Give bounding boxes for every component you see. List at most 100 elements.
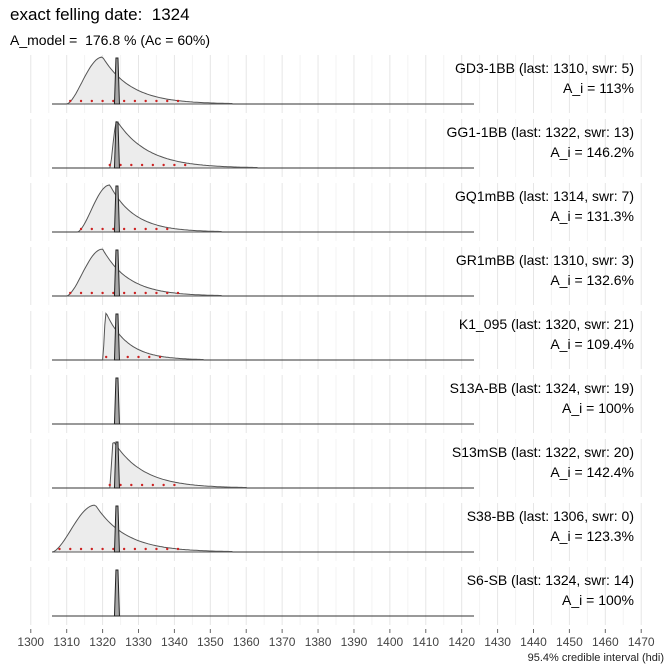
x-tick-label: 1310 — [53, 635, 80, 649]
density-curve — [77, 184, 222, 233]
panel-label: GQ1mBB (last: 1314, swr: 7) — [455, 188, 634, 204]
hdi-dot — [90, 547, 94, 551]
hdi-dot — [140, 163, 144, 167]
hdi-dot — [155, 227, 158, 231]
hdi-dot — [155, 291, 158, 295]
panel-agreement: A_i = 123.3% — [550, 528, 634, 544]
x-tick-label: 1470 — [628, 635, 655, 649]
x-tick-label: 1440 — [520, 635, 547, 649]
panel-agreement: A_i = 100% — [562, 592, 634, 608]
panel-agreement: A_i = 113% — [563, 80, 634, 96]
x-tick-label: 1420 — [448, 635, 475, 649]
hdi-dot — [112, 547, 115, 551]
hdi-dot — [112, 227, 115, 231]
panel-agreement: A_i = 142.4% — [550, 464, 634, 480]
hdi-dot — [173, 483, 176, 487]
panel-label: GG1-1BB (last: 1322, swr: 13) — [446, 124, 634, 140]
hdi-dot — [166, 547, 169, 551]
panel-label: S6-SB (last: 1324, swr: 14) — [467, 572, 634, 588]
felling-date-spike — [113, 57, 120, 105]
hdi-dot — [144, 547, 147, 551]
hdi-dot — [122, 291, 126, 295]
chart-subtitle: A_model = 176.8 % (Ac = 60%) — [10, 32, 210, 48]
hdi-dot — [183, 163, 187, 167]
felling-date-spike — [113, 377, 120, 425]
hdi-dot — [79, 227, 83, 231]
hdi-dot — [148, 355, 151, 359]
hdi-dot — [119, 483, 122, 487]
hdi-dot — [69, 99, 72, 103]
panel-label: S38-BB (last: 1306, swr: 0) — [467, 508, 634, 524]
x-tick-label: 1430 — [484, 635, 511, 649]
x-tick-label: 1340 — [161, 635, 188, 649]
hdi-dot — [133, 547, 137, 551]
hdi-dot — [158, 355, 162, 359]
x-tick-label: 1450 — [556, 635, 583, 649]
hdi-dot — [140, 483, 144, 487]
hdi-dot — [101, 227, 104, 231]
panel-label: S13mSB (last: 1322, swr: 20) — [452, 444, 634, 460]
hdi-dot — [144, 291, 147, 295]
hdi-dot — [90, 99, 94, 103]
felling-date-spike — [113, 185, 120, 233]
hdi-dot — [122, 227, 126, 231]
x-tick-label: 1370 — [269, 635, 296, 649]
density-curve — [109, 441, 247, 489]
hdi-dot — [151, 163, 155, 167]
hdi-dot — [173, 163, 176, 167]
x-tick-label: 1330 — [125, 635, 152, 649]
hdi-dot — [122, 547, 126, 551]
panel-agreement: A_i = 100% — [562, 400, 634, 416]
hdi-dot — [176, 547, 180, 551]
hdi-dot — [166, 99, 169, 103]
hdi-dot — [122, 99, 126, 103]
hdi-dot — [112, 99, 115, 103]
chart-title: exact felling date: 1324 — [10, 5, 190, 24]
felling-date-spike — [113, 569, 120, 617]
x-tick-label: 1400 — [377, 635, 404, 649]
hdi-dot — [144, 227, 147, 231]
felling-date-spike — [113, 505, 120, 553]
hdi-dot — [137, 355, 140, 359]
hdi-dot — [79, 547, 83, 551]
hdi-dot — [162, 483, 165, 487]
panel-agreement: A_i = 132.6% — [550, 272, 634, 288]
hdi-dot — [90, 291, 94, 295]
hdi-dot — [155, 547, 158, 551]
density-curve — [109, 120, 258, 169]
felling-date-spike — [113, 441, 120, 489]
hdi-dot — [155, 99, 158, 103]
hdi-dot — [176, 99, 180, 103]
hdi-dot — [119, 163, 122, 167]
x-tick-label: 1460 — [592, 635, 619, 649]
panel-agreement: A_i = 109.4% — [550, 336, 634, 352]
x-tick-label: 1380 — [305, 635, 332, 649]
hdi-dot — [130, 163, 133, 167]
density-curve — [66, 56, 233, 105]
hdi-dot — [126, 355, 129, 359]
x-tick-label: 1300 — [17, 635, 44, 649]
panel-agreement: A_i = 131.3% — [550, 208, 634, 224]
hdi-dot — [133, 99, 137, 103]
hdi-dot — [130, 483, 133, 487]
felling-date-spike — [113, 249, 120, 297]
panel-label: K1_095 (last: 1320, swr: 21) — [459, 316, 634, 332]
hdi-dot — [112, 291, 115, 295]
hdi-dot — [151, 483, 155, 487]
density-curve — [52, 504, 233, 553]
x-tick-label: 1350 — [197, 635, 224, 649]
hdi-dot — [79, 291, 83, 295]
hdi-dot — [101, 291, 104, 295]
hdi-dot — [133, 291, 137, 295]
x-tick-label: 1390 — [341, 635, 368, 649]
hdi-dot — [90, 227, 94, 231]
hdi-dot — [101, 99, 104, 103]
felling-date-spike — [113, 313, 120, 361]
hdi-dot — [176, 291, 180, 295]
hdi-dot — [79, 99, 83, 103]
hdi-dot — [104, 355, 108, 359]
panel-agreement: A_i = 146.2% — [550, 144, 634, 160]
hdi-dot — [58, 547, 61, 551]
chart-caption: 95.4% credible interval (hdi) — [527, 652, 664, 664]
